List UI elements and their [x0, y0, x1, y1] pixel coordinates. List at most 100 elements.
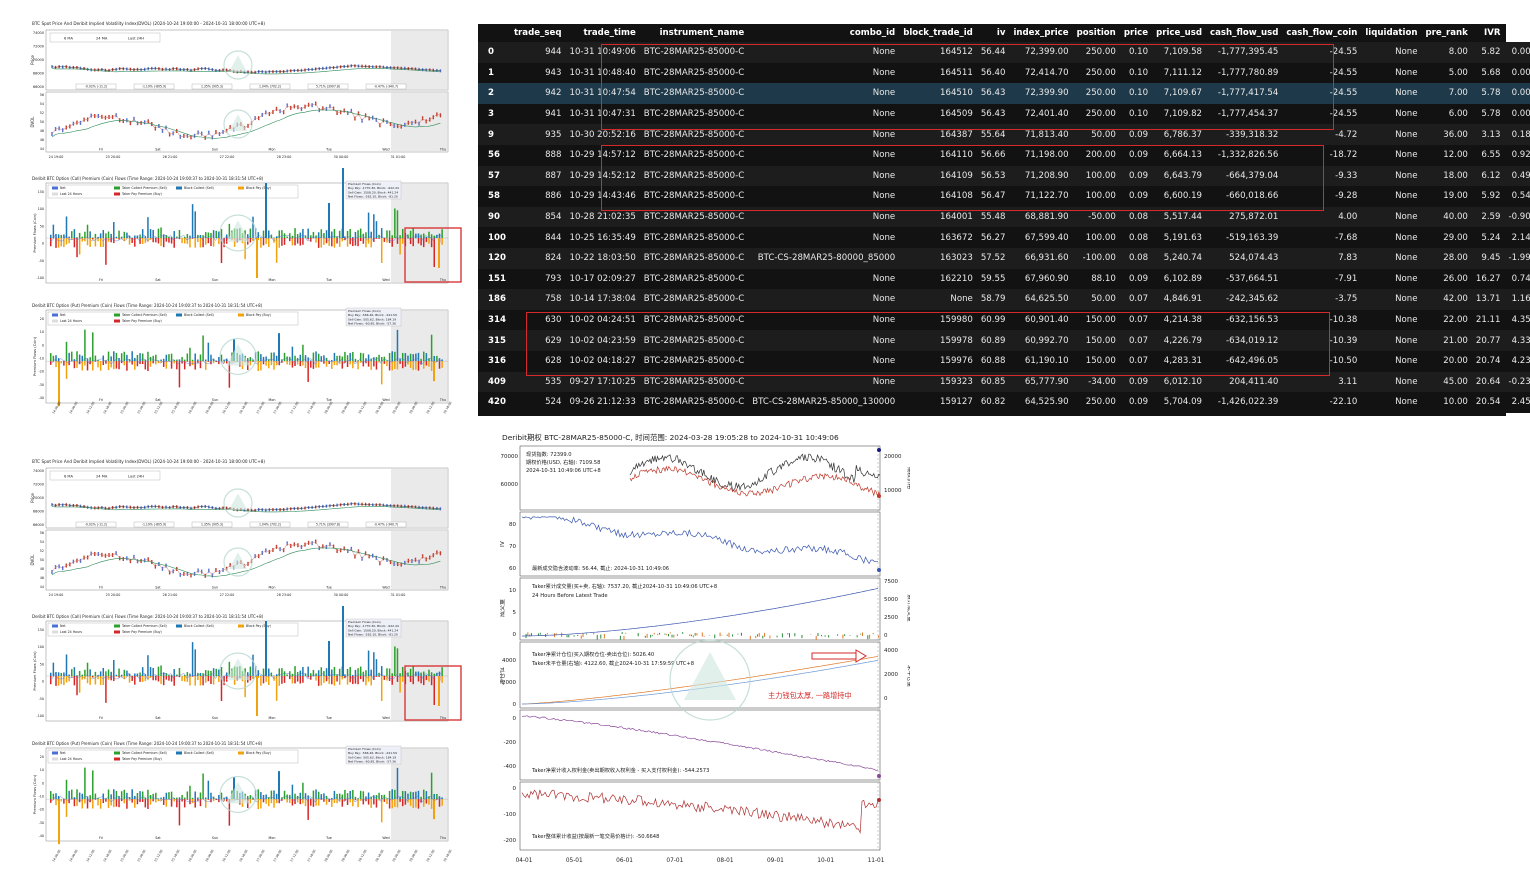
flow-bar — [307, 676, 309, 678]
flow-bar — [354, 358, 357, 362]
volume-bar — [776, 635, 778, 638]
flow-bar — [302, 361, 304, 366]
tick-label: 28 18:00 — [374, 401, 384, 415]
flow-bar — [207, 676, 210, 682]
table-row: 316 628 10-02 04:18:27 BTC-28MAR25-85000-C N… — [478, 350, 1530, 372]
watermark-logo — [226, 658, 250, 680]
flow-bar — [352, 676, 354, 685]
volume-bar — [577, 634, 579, 637]
table-cell: -642,496.05 — [1206, 350, 1283, 372]
flow-bar — [307, 799, 309, 820]
flow-bar — [270, 790, 273, 800]
legend-swatch — [176, 186, 182, 190]
highlight-box-top — [601, 44, 1334, 130]
table-cell: 0.09 — [1119, 268, 1153, 290]
flow-bar — [212, 230, 215, 238]
table-cell: 164509 — [899, 103, 977, 125]
table-cell: None — [1361, 289, 1422, 310]
tick-label: 4000 — [502, 658, 516, 664]
change-box — [307, 521, 349, 528]
flow-bar — [63, 799, 65, 804]
tick-label: 26 18:00 — [238, 849, 248, 863]
flow-bar — [260, 354, 262, 362]
flow-bar — [249, 795, 252, 800]
flow-bar — [199, 238, 202, 248]
flow-bar — [275, 793, 278, 800]
table-cell: 6,643.79 — [1152, 165, 1207, 187]
volume-bar — [530, 633, 532, 636]
legend-label: 24 MA — [96, 37, 108, 41]
flow-bar — [68, 352, 70, 362]
flow-bar — [128, 238, 131, 245]
flow-bar — [396, 648, 399, 676]
table-cell: 67,960.90 — [1009, 268, 1073, 290]
table-cell: BTC-28MAR25-85000-C — [639, 289, 749, 310]
table-cell: 56 — [478, 144, 510, 166]
tick-label: -100 — [37, 276, 44, 280]
flow-bar — [89, 799, 91, 803]
y-axis-label: Premium Flows (Coin) — [33, 336, 37, 376]
ma-line — [51, 547, 441, 577]
flow-bar — [320, 667, 323, 676]
change-label: -0.47% (-340.7) — [374, 523, 398, 527]
table-cell: 4.23 — [1504, 350, 1530, 372]
flow-bar — [131, 789, 133, 800]
tick-label: 72000 — [33, 483, 44, 487]
flow-bar — [55, 238, 57, 248]
flow-bar — [438, 233, 441, 238]
flow-bar — [218, 231, 220, 238]
flow-bar — [105, 361, 107, 364]
flow-bar — [362, 353, 365, 362]
flow-bar — [113, 351, 115, 362]
tick-label: 0 — [513, 632, 517, 638]
flow-bar — [55, 672, 57, 676]
flow-bar — [349, 352, 351, 362]
table-cell: 26.00 — [1421, 268, 1472, 290]
tick-label: 56 — [40, 93, 44, 97]
flow-bar — [186, 234, 189, 238]
flow-bar — [425, 236, 428, 238]
flow-bar — [281, 361, 283, 363]
day-label: Thu — [439, 148, 446, 152]
tick-label: 10 — [40, 768, 44, 772]
flow-bar — [94, 793, 97, 800]
flow-bar — [412, 238, 414, 247]
flow-bar — [357, 668, 359, 676]
flow-bar — [149, 794, 152, 800]
table-row: 56 888 10-29 14:57:12 BTC-28MAR25-85000-C No… — [478, 144, 1530, 166]
flow-bar — [310, 798, 312, 800]
flow-bar — [92, 799, 94, 809]
flow-bar-spike — [233, 777, 235, 800]
flow-bar — [97, 361, 99, 368]
flow-bar — [65, 676, 68, 683]
flow-bar — [107, 361, 110, 371]
flow-bar — [57, 358, 60, 362]
table-row: 57 887 10-29 14:52:12 BTC-28MAR25-85000-C No… — [478, 165, 1530, 187]
table-cell: BTC-28MAR25-85000-C — [639, 392, 749, 413]
flow-bar — [315, 238, 317, 243]
volume-bar — [755, 635, 757, 639]
latest-option-marker — [877, 494, 881, 498]
latest-iv-marker — [877, 568, 881, 572]
flow-bar — [199, 361, 202, 369]
tick-label: 0 — [513, 716, 517, 722]
flow-bar — [415, 353, 417, 362]
flow-bar — [399, 358, 401, 362]
flow-bar — [199, 672, 202, 676]
table-cell: 0.54 — [1504, 186, 1530, 207]
flow-bar — [370, 796, 372, 800]
flow-bar — [210, 354, 212, 362]
flow-bar — [194, 799, 196, 808]
tick-label: -200 — [504, 838, 517, 844]
flow-bar — [312, 361, 315, 369]
flow-bar — [84, 238, 86, 242]
tick-label: 150 — [38, 628, 44, 632]
volume-bar — [867, 635, 869, 640]
flow-bar — [289, 671, 291, 676]
flow-bar — [97, 674, 99, 676]
flow-bar — [257, 238, 260, 241]
flow-bar — [160, 797, 162, 800]
flow-bar — [165, 361, 168, 369]
flow-bar — [76, 238, 78, 258]
flow-bar — [373, 361, 375, 367]
